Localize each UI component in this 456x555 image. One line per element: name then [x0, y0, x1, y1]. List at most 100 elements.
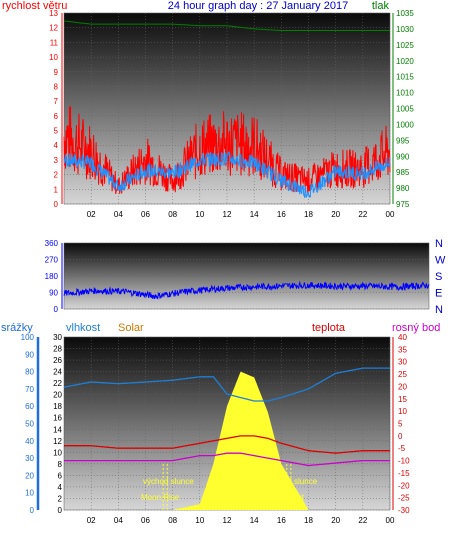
rain-y-tick-label: 60 [25, 402, 34, 411]
temperature-y-tick-label: -15 [398, 469, 410, 478]
dew-point-axis-title: rosný bod [392, 322, 440, 334]
humidity-scale-tick-label: 0 [58, 506, 63, 515]
temperature-axis-title: teplota [312, 322, 346, 334]
temperature-y-tick-label: 30 [398, 358, 407, 367]
temperature-y-tick-label: 40 [398, 333, 407, 342]
humidity-scale-tick-label: 8 [58, 460, 63, 469]
pressure-y-tick-label: 1005 [396, 105, 414, 114]
wind-x-tick-label: 14 [250, 210, 259, 219]
wind-y-tick-label: 13 [49, 9, 58, 18]
solar-legend-label: Solar [118, 322, 144, 334]
rain-y-tick-label: 30 [25, 454, 34, 463]
lower-x-tick-label: 08 [168, 516, 177, 525]
temperature-y-tick-label: -30 [398, 506, 410, 515]
compass-label: N [435, 304, 443, 316]
pressure-y-tick-label: 1000 [396, 120, 414, 129]
humidity-scale-tick-label: 14 [53, 425, 62, 434]
humidity-scale-tick-label: 10 [53, 448, 62, 457]
pressure-y-tick-label: 1025 [396, 41, 414, 50]
wind-x-tick-label: 04 [114, 210, 123, 219]
wind-x-tick-label: 06 [141, 210, 150, 219]
rain-y-tick-label: 50 [25, 420, 34, 429]
humidity-scale-tick-label: 18 [53, 402, 62, 411]
humidity-scale-tick-label: 24 [53, 368, 62, 377]
humidity-scale-tick-label: 2 [58, 494, 63, 503]
compass-label: E [435, 288, 442, 300]
wind-axis-title: rychlost větru [2, 0, 67, 12]
direction-y-tick-label: 0 [54, 305, 59, 314]
temperature-y-tick-label: -25 [398, 494, 410, 503]
pressure-y-tick-label: 975 [396, 200, 410, 209]
wind-y-tick-label: 9 [54, 68, 59, 77]
wind-average-series [63, 151, 391, 198]
pressure-y-tick-label: 1015 [396, 73, 414, 82]
sunrise-label: východ slunce [143, 477, 194, 486]
wind-x-tick-label: 08 [168, 210, 177, 219]
lower-x-tick-label: 02 [87, 516, 96, 525]
temperature-y-tick-label: 0 [398, 432, 403, 441]
compass-label: S [435, 271, 442, 283]
humidity-axis-title: vlhkost [66, 322, 100, 334]
humidity-scale-tick-label: 16 [53, 414, 62, 423]
wind-x-tick-label: 16 [277, 210, 286, 219]
pressure-y-tick-label: 995 [396, 136, 410, 145]
moonset-label: MoonSet [272, 493, 305, 502]
lower-x-tick-label: 14 [250, 516, 259, 525]
pressure-y-tick-label: 1035 [396, 9, 414, 18]
humidity-scale-tick-label: 4 [58, 483, 63, 492]
pressure-axis-title: tlak [372, 0, 390, 12]
sunset-label: západ slunce [270, 477, 318, 486]
wind-x-tick-label: 00 [386, 210, 395, 219]
direction-y-tick-label: 90 [49, 289, 58, 298]
wind-gust-series [63, 106, 391, 194]
lower-x-tick-label: 04 [114, 516, 123, 525]
dew-point-series [64, 452, 390, 467]
lower-series [63, 367, 390, 510]
wind-x-tick-label: 12 [223, 210, 232, 219]
wind-x-tick-label: 22 [358, 210, 367, 219]
humidity-scale-tick-label: 6 [58, 471, 63, 480]
wind-y-tick-label: 3 [54, 156, 59, 165]
humidity-series [63, 367, 390, 402]
rain-axis-title: srážky [1, 322, 33, 334]
chart-title: 24 hour graph day : 27 January 2017 [168, 0, 348, 12]
lower-x-tick-label: 18 [304, 516, 313, 525]
lower-x-tick-label: 12 [223, 516, 232, 525]
lower-x-tick-label: 06 [141, 516, 150, 525]
humidity-scale-tick-label: 30 [53, 333, 62, 342]
pressure-y-tick-label: 990 [396, 152, 410, 161]
lower-x-tick-label: 10 [195, 516, 204, 525]
rain-y-tick-label: 0 [30, 506, 35, 515]
humidity-scale-tick-label: 12 [53, 437, 62, 446]
pressure-y-tick-label: 985 [396, 168, 410, 177]
compass-label: N [435, 238, 443, 250]
lower-x-tick-label: 20 [331, 516, 340, 525]
rain-y-tick-label: 70 [25, 385, 34, 394]
temperature-y-tick-label: -10 [398, 457, 410, 466]
wind-y-tick-label: 5 [54, 127, 59, 136]
wind-x-tick-label: 10 [195, 210, 204, 219]
temperature-series [64, 435, 390, 454]
direction-series [63, 280, 430, 300]
solar-series-area [64, 371, 390, 510]
direction-y-tick-label: 270 [45, 256, 59, 265]
moonrise-label: Moon Rise [141, 493, 180, 502]
wind-y-tick-label: 0 [54, 200, 59, 209]
temperature-y-tick-label: -20 [398, 481, 410, 490]
temperature-y-tick-label: 10 [398, 407, 407, 416]
humidity-scale-tick-label: 20 [53, 391, 62, 400]
direction-y-tick-label: 360 [45, 239, 59, 248]
temperature-y-tick-label: 15 [398, 395, 407, 404]
rain-y-tick-label: 100 [21, 333, 35, 342]
lower-axes: 02 04 06 08 10 12 14 16 18 20 22 000246810121416182… [21, 333, 410, 525]
wind-y-tick-label: 11 [50, 38, 59, 47]
pressure-y-tick-label: 1020 [396, 57, 414, 66]
wind-y-tick-label: 12 [49, 24, 58, 33]
wind-y-tick-label: 10 [49, 53, 58, 62]
direction-y-tick-label: 180 [45, 272, 59, 281]
temperature-y-tick-label: 20 [398, 382, 407, 391]
wind-axes: 02 04 06 08 10 12 14 16 18 20 22 000123456789101112… [49, 9, 414, 219]
pressure-y-tick-label: 980 [396, 184, 410, 193]
humidity-scale-tick-label: 26 [53, 356, 62, 365]
